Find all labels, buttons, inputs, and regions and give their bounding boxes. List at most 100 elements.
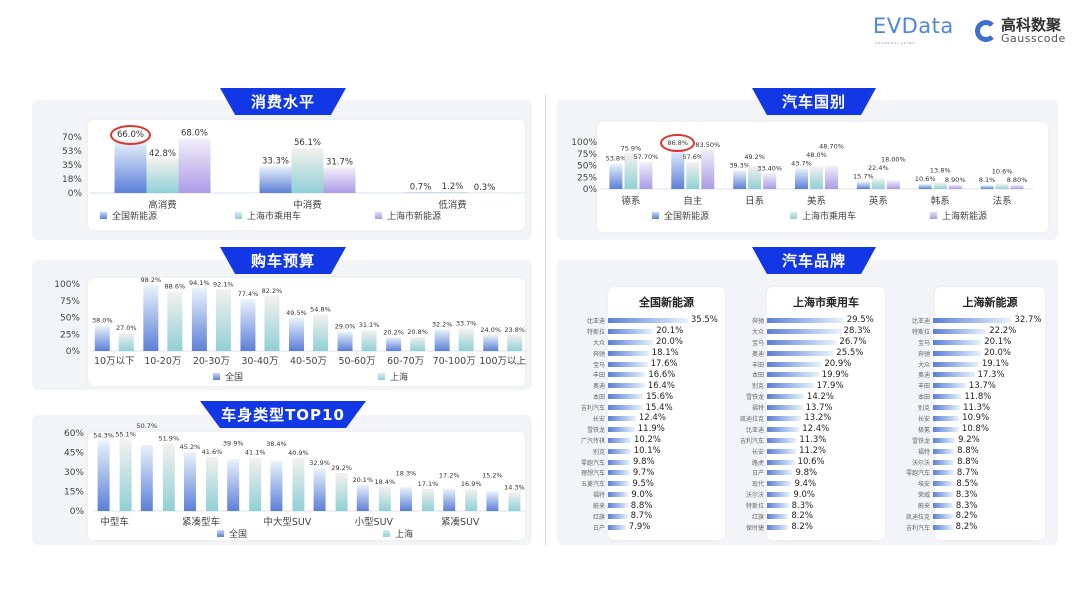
brand-value: 9.7% bbox=[632, 467, 655, 478]
brand-value: 13.7% bbox=[968, 380, 996, 391]
brand-name: 荣威 bbox=[917, 492, 930, 500]
brand-value: 8.2% bbox=[955, 522, 978, 533]
brand-bar bbox=[933, 328, 987, 334]
brand-list-title: 上海新能源 bbox=[962, 296, 1018, 309]
brand-bar bbox=[608, 459, 631, 465]
brand-value: 9.8% bbox=[795, 467, 818, 478]
brand-bar bbox=[933, 481, 954, 487]
brand-value: 10.9% bbox=[962, 413, 990, 424]
brand-name: 日产 bbox=[592, 524, 605, 532]
brand-bar bbox=[933, 394, 962, 400]
budget-title: 购车预算 bbox=[220, 247, 346, 274]
brand-bar bbox=[933, 503, 953, 509]
brand-name: 红旗 bbox=[751, 513, 764, 521]
brand-row: 比亚迪 12.4% bbox=[737, 424, 874, 435]
brand-bar bbox=[767, 350, 834, 356]
brand-row: 宝马 26.7% bbox=[737, 337, 874, 348]
brand-value: 20.1% bbox=[984, 337, 1012, 348]
brand-value: 8.7% bbox=[956, 467, 979, 478]
brand-value: 8.8% bbox=[957, 457, 979, 468]
brand-value: 20.0% bbox=[656, 337, 684, 348]
brand-row: 丰田 16.6% bbox=[578, 369, 718, 380]
gausscode-logo: 高科数聚 Gausscode bbox=[975, 17, 1066, 45]
brand-value: 11.3% bbox=[799, 435, 827, 446]
brand-row: 吉利汽车 11.3% bbox=[737, 435, 874, 446]
brand-row: 特斯拉 8.3% bbox=[737, 500, 874, 511]
brand-bar bbox=[767, 492, 791, 498]
budget-card bbox=[88, 278, 525, 386]
brand-row: 丰田 20.9% bbox=[737, 359, 874, 370]
brand-value: 10.2% bbox=[633, 435, 661, 446]
brand-name: 雪铁龙 bbox=[745, 394, 764, 402]
highlight-ring-consumption bbox=[109, 125, 151, 146]
brand-value: 8.2% bbox=[791, 522, 813, 533]
brand-row: 奥迪 17.3% bbox=[903, 369, 1041, 380]
gausscode-cn: 高科数聚 bbox=[1001, 16, 1062, 34]
brand-name: 大众 bbox=[751, 328, 764, 336]
brand-name: 奔驰 bbox=[917, 350, 930, 358]
brand-value: 29.5% bbox=[846, 315, 874, 326]
gausscode-mark-icon bbox=[975, 20, 997, 42]
brand-row: 特斯拉 22.2% bbox=[903, 326, 1041, 337]
brand-name: 奥迪 bbox=[592, 383, 605, 391]
brand-bar bbox=[933, 405, 961, 411]
body-type-card bbox=[88, 432, 525, 540]
divider bbox=[545, 95, 546, 545]
brand-name: 埃安 bbox=[917, 481, 930, 489]
brand-bar bbox=[608, 339, 653, 345]
brand-bar bbox=[767, 426, 800, 432]
brand-bar bbox=[767, 339, 837, 345]
evdata-logo: EVData SHANGHAI CHINA bbox=[873, 14, 954, 45]
brand-name: 本田 bbox=[917, 394, 930, 402]
brand-row: 雪铁龙 9.2% bbox=[903, 435, 1041, 446]
brand-name: 宝马 bbox=[917, 339, 930, 347]
brand-bar bbox=[767, 317, 844, 323]
brand-name: 比亚迪 bbox=[911, 317, 930, 325]
brand-bar bbox=[767, 524, 789, 530]
brand-name: 特斯拉 bbox=[745, 503, 764, 511]
brand-bar bbox=[608, 448, 631, 454]
brand-row: 日产 9.8% bbox=[737, 467, 874, 478]
brand-row: 比亚迪 32.7% bbox=[903, 315, 1042, 326]
brand-name: 沃尔沃 bbox=[911, 459, 930, 467]
brand-value: 32.7% bbox=[1014, 315, 1042, 326]
brand-bar bbox=[767, 415, 802, 421]
brand-value: 8.3% bbox=[791, 500, 814, 511]
brand-bar bbox=[933, 437, 956, 443]
brand-row: 长安 10.9% bbox=[903, 413, 1041, 424]
brand-bar bbox=[608, 513, 628, 519]
brand-name: 零跑汽车 bbox=[580, 459, 605, 467]
brand-row: 大众 19.1% bbox=[903, 359, 1041, 370]
brand-name: 理想汽车 bbox=[580, 470, 605, 478]
brand-row: 宝马 20.1% bbox=[903, 337, 1041, 348]
brand-name: 丰田 bbox=[592, 372, 605, 380]
brand-bar bbox=[608, 405, 643, 411]
brand-row: 保时捷 8.2% bbox=[737, 522, 874, 533]
brand-row: 零跑汽车 8.7% bbox=[903, 467, 1041, 478]
brand-name: 大众 bbox=[917, 361, 930, 369]
brand-list-title: 上海市乘用车 bbox=[793, 296, 859, 309]
brand-bar bbox=[767, 437, 797, 443]
brand-name: 吉利汽车 bbox=[905, 524, 930, 532]
brand-row: 长安 12.4% bbox=[578, 413, 718, 424]
brand-name: 别克 bbox=[917, 405, 930, 413]
brand-bar bbox=[608, 492, 629, 498]
brand-value: 7.9% bbox=[628, 522, 651, 533]
brand-value: 19.9% bbox=[821, 369, 849, 380]
brand-row: 日产 7.9% bbox=[578, 522, 718, 533]
brand-row: 奔驰 29.5% bbox=[737, 315, 874, 326]
brand-row: 福特 9.0% bbox=[578, 489, 718, 500]
brand-row: 零跑汽车 9.8% bbox=[578, 457, 718, 468]
brand-row: 极氪 10.8% bbox=[903, 424, 1041, 435]
brand-value: 9.0% bbox=[631, 489, 653, 500]
brand-row: 福特 13.7% bbox=[737, 402, 874, 413]
brand-name: 别克 bbox=[592, 448, 605, 456]
brand-value: 17.3% bbox=[977, 369, 1005, 380]
brand-row: 现代 9.4% bbox=[737, 478, 874, 489]
consumption-card bbox=[88, 120, 525, 230]
brand-row: 本田 19.9% bbox=[737, 369, 874, 380]
brand-row: 别克 10.1% bbox=[578, 446, 718, 457]
brand-name: 路虎 bbox=[751, 459, 764, 467]
brand-bar bbox=[933, 513, 953, 519]
brand-value: 9.0% bbox=[793, 489, 815, 500]
